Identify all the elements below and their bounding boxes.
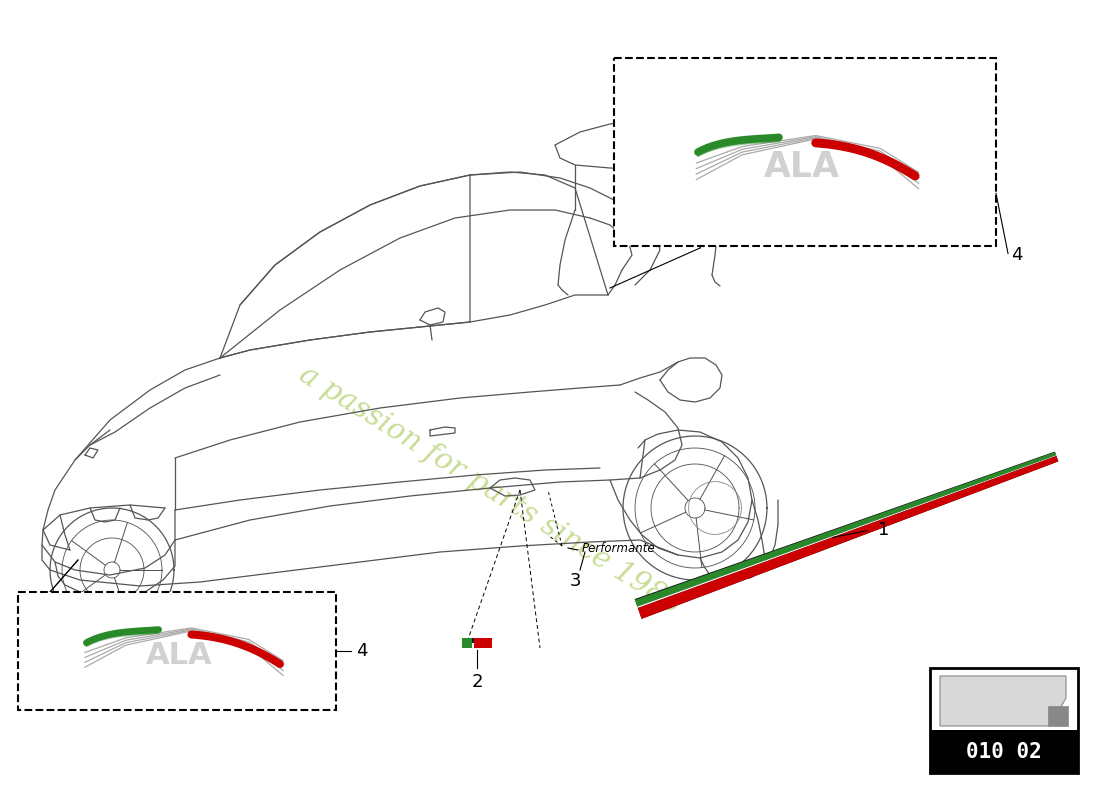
Bar [614,58,996,246]
Polygon shape [1048,706,1068,726]
Polygon shape [635,452,1056,606]
Text: 1: 1 [878,521,890,539]
Bar [472,643,474,648]
Bar [930,730,1078,773]
Text: a passion for parts since 1985: a passion for parts since 1985 [294,360,686,620]
Text: 4: 4 [1011,246,1023,264]
Text: ALA: ALA [764,150,840,184]
Bar [462,638,472,648]
Text: 010 02: 010 02 [966,742,1042,762]
Bar [18,592,336,710]
Text: 3: 3 [570,572,581,590]
Bar [462,638,492,648]
Text: Performante: Performante [582,542,656,554]
Bar [474,638,492,648]
Text: 4: 4 [356,642,367,660]
Polygon shape [940,676,1066,726]
Polygon shape [637,455,1056,608]
Polygon shape [635,451,1058,619]
Polygon shape [638,456,1058,619]
Text: ALA: ALA [146,642,212,670]
Text: 2: 2 [471,673,483,691]
Bar [930,668,1078,773]
